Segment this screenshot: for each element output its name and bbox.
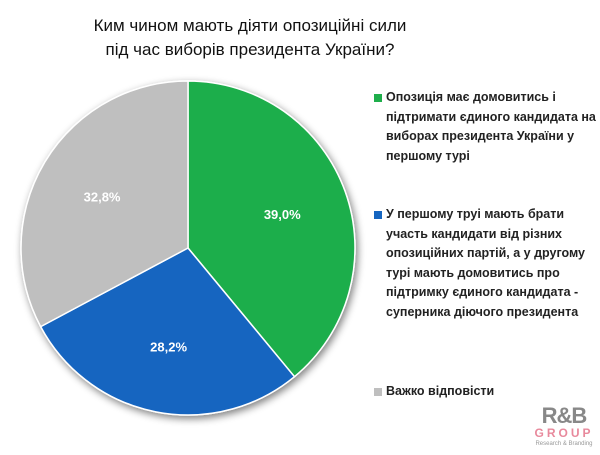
chart-title: Ким чином мають діяти опозиційні сили пі…: [60, 14, 440, 62]
legend-item-blue: У першому труі мають брати участь кандид…: [372, 205, 600, 322]
pie-slice-0: [187, 80, 356, 378]
legend-label: Важко відповісти: [386, 384, 495, 398]
logo-line-1: R&B: [541, 403, 588, 428]
pie-slice-2: [20, 80, 189, 328]
logo-line-2: GROUP: [534, 426, 594, 440]
legend-swatch-blue: [374, 211, 382, 219]
logo-line-3: Research & Branding: [535, 441, 593, 447]
legend-item-green: Опозиція має домовитись і підтримати єди…: [372, 88, 600, 166]
rb-group-logo: R&B GROUP Research & Branding: [528, 405, 600, 448]
pie-slice-1: [39, 247, 296, 416]
data-label-1: 28,2%: [150, 339, 187, 354]
title-line-1: Ким чином мають діяти опозиційні сили: [93, 16, 407, 35]
data-label-0: 39,0%: [264, 207, 301, 222]
title-line-2: під час виборів президента України?: [105, 40, 395, 59]
legend-label: Опозиція має домовитись і підтримати єди…: [386, 90, 596, 163]
data-label-2: 32,8%: [84, 189, 121, 204]
legend-swatch-green: [374, 94, 382, 102]
legend-item-gray: Важко відповісти: [372, 382, 600, 402]
legend-label: У першому труі мають брати участь кандид…: [386, 207, 586, 319]
legend-swatch-gray: [374, 388, 382, 396]
